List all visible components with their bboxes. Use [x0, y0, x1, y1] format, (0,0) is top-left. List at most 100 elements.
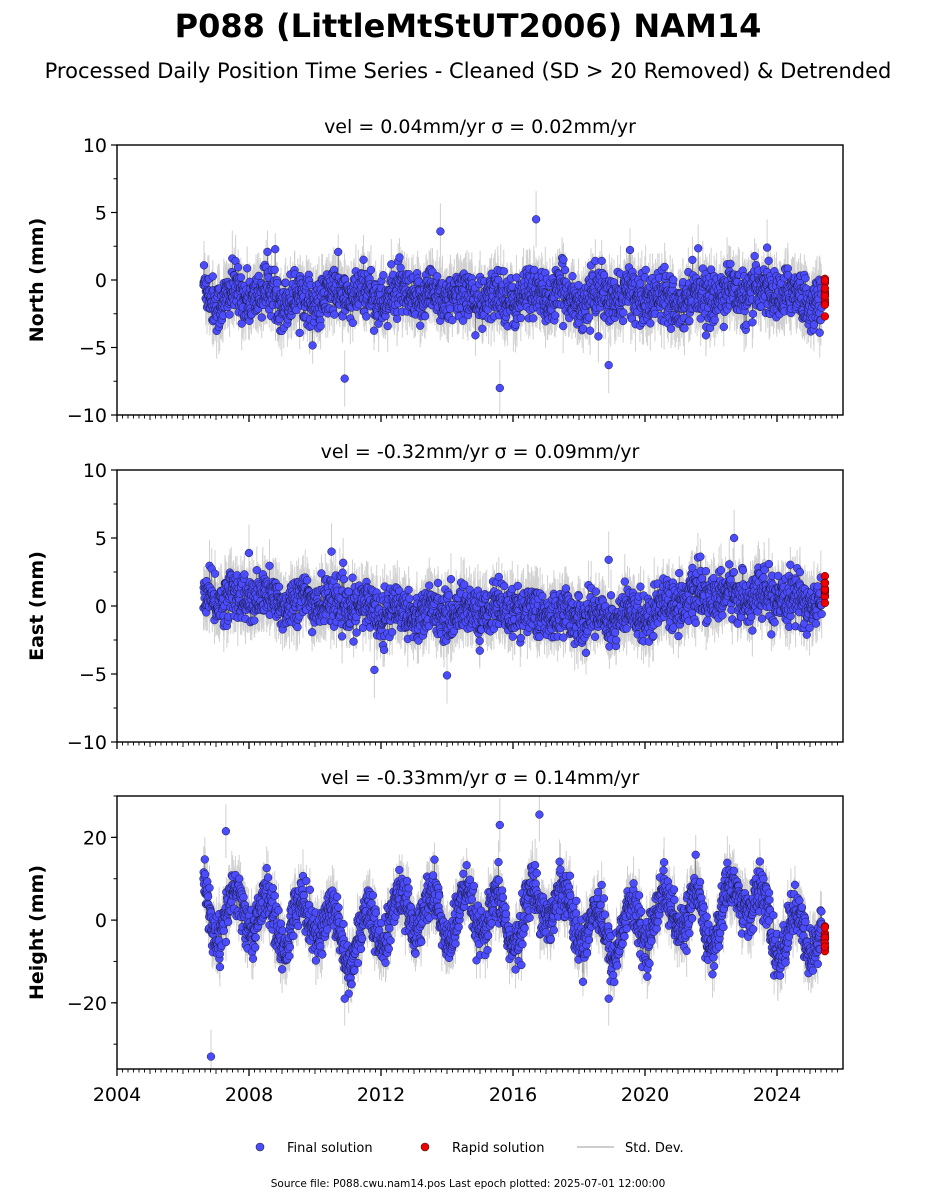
- rapid-point: [820, 312, 830, 321]
- final-point: [530, 265, 539, 275]
- final-point: [685, 316, 694, 325]
- x-axis: [116, 415, 838, 422]
- final-point: [334, 247, 343, 257]
- y-axis: −10 −5 0 5 10: [67, 135, 117, 427]
- rapid-point: [820, 300, 830, 309]
- final-point: [719, 322, 728, 332]
- final-point: [597, 256, 606, 266]
- final-point: [636, 279, 645, 288]
- y-axis-label: North (mm): [26, 218, 48, 343]
- final-point: [669, 275, 678, 284]
- panels: −10 −5 0 5 10 vel = 0.04mm/yr σ = 0.02mm/yr No…: [26, 116, 844, 1106]
- final-point: [710, 315, 719, 324]
- figure-title: P088 (LittleMtStUT2006) NAM14: [175, 7, 762, 45]
- final-point: [387, 260, 396, 269]
- final-point: [225, 310, 234, 319]
- final-point: [395, 253, 404, 262]
- final-point: [748, 309, 758, 319]
- final-point: [750, 251, 759, 261]
- final-point: [271, 245, 280, 254]
- final-point: [436, 227, 445, 236]
- rapid-solution-points: [820, 274, 830, 321]
- final-point: [560, 265, 570, 275]
- final-point: [369, 326, 379, 335]
- final-point: [295, 328, 304, 338]
- final-point: [764, 256, 773, 265]
- final-point: [680, 324, 689, 333]
- final-point: [666, 324, 676, 333]
- final-point: [340, 374, 349, 383]
- final-point: [448, 316, 457, 325]
- y-tick-label: −10: [67, 405, 107, 427]
- final-point: [559, 255, 568, 264]
- final-point: [433, 272, 442, 281]
- final-point: [618, 316, 628, 326]
- final-point: [551, 311, 560, 320]
- final-point: [233, 263, 243, 272]
- final-point: [688, 255, 697, 265]
- y-tick-label: 10: [83, 135, 107, 157]
- final-point: [801, 274, 810, 283]
- final-point: [362, 312, 371, 321]
- plot-area: [199, 191, 830, 415]
- final-point: [383, 321, 392, 331]
- final-point: [516, 313, 525, 323]
- final-point: [263, 247, 272, 257]
- rapid-point: [820, 276, 830, 285]
- final-point: [748, 318, 757, 327]
- final-point: [273, 278, 282, 288]
- final-point: [625, 245, 635, 255]
- final-point: [236, 273, 246, 282]
- final-point: [254, 271, 263, 281]
- final-point: [308, 341, 317, 350]
- final-point: [579, 324, 588, 333]
- final-point: [199, 261, 209, 270]
- final-point: [604, 360, 613, 370]
- final-point: [396, 263, 405, 272]
- final-point: [208, 272, 217, 281]
- final-point: [366, 265, 376, 275]
- final-solution-points: [199, 215, 826, 393]
- final-point: [584, 313, 594, 322]
- final-point: [478, 324, 487, 333]
- final-point: [243, 264, 252, 273]
- final-point: [270, 265, 279, 274]
- final-point: [726, 259, 735, 269]
- panel-title: vel = 0.04mm/yr σ = 0.02mm/yr: [324, 116, 636, 138]
- final-point: [281, 278, 290, 287]
- final-point: [701, 331, 711, 340]
- final-point: [815, 328, 824, 337]
- final-point: [585, 326, 595, 335]
- final-point: [348, 318, 357, 328]
- plot-area: [199, 509, 830, 704]
- y-tick-label: 0: [95, 270, 107, 292]
- final-point: [445, 304, 455, 313]
- rapid-point: [820, 284, 830, 293]
- final-point: [619, 308, 628, 317]
- final-point: [762, 243, 772, 252]
- final-point: [559, 321, 568, 331]
- final-point: [694, 244, 703, 253]
- final-point: [499, 267, 508, 276]
- final-point: [420, 312, 430, 321]
- final-point: [257, 313, 266, 322]
- final-point: [359, 255, 368, 264]
- final-point: [471, 331, 480, 340]
- y-tick-label: 5: [95, 203, 107, 225]
- final-point: [594, 332, 603, 341]
- final-point: [641, 265, 650, 275]
- figure-subtitle: Processed Daily Position Time Series - C…: [45, 59, 892, 83]
- rapid-point: [820, 292, 830, 301]
- final-point: [379, 271, 388, 280]
- final-point: [529, 314, 538, 323]
- final-point: [495, 383, 504, 393]
- final-point: [646, 319, 655, 328]
- final-point: [330, 310, 339, 319]
- final-point: [660, 262, 669, 272]
- panel-1: −10 −5 0 5 10 vel = 0.04mm/yr σ = 0.02mm/yr No…: [26, 116, 844, 427]
- final-point: [531, 215, 541, 224]
- final-point: [316, 321, 325, 331]
- final-point: [568, 272, 577, 281]
